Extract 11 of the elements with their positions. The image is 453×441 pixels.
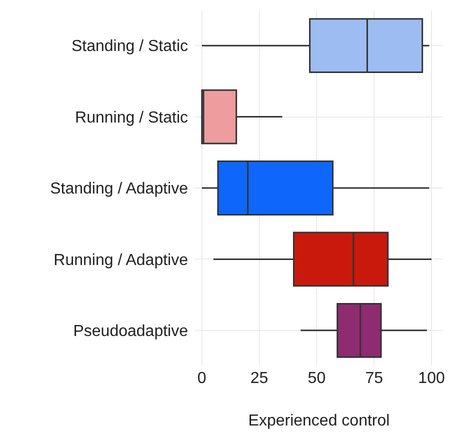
x-axis-title: Experienced control bbox=[248, 412, 390, 430]
x-tick-label: 50 bbox=[308, 370, 326, 387]
y-tick-label: Running / Adaptive bbox=[54, 252, 188, 269]
x-tick-label: 100 bbox=[418, 370, 445, 387]
x-tick-label: 25 bbox=[250, 370, 268, 387]
x-tick-label: 0 bbox=[197, 370, 206, 387]
y-tick-label: Standing / Static bbox=[71, 38, 188, 56]
x-tick-label: 75 bbox=[365, 370, 384, 387]
y-tick-label: Standing / Adaptive bbox=[50, 180, 188, 198]
y-tick-label: Running / Static bbox=[75, 109, 188, 126]
y-tick-label: Pseudoadaptive bbox=[73, 323, 188, 340]
